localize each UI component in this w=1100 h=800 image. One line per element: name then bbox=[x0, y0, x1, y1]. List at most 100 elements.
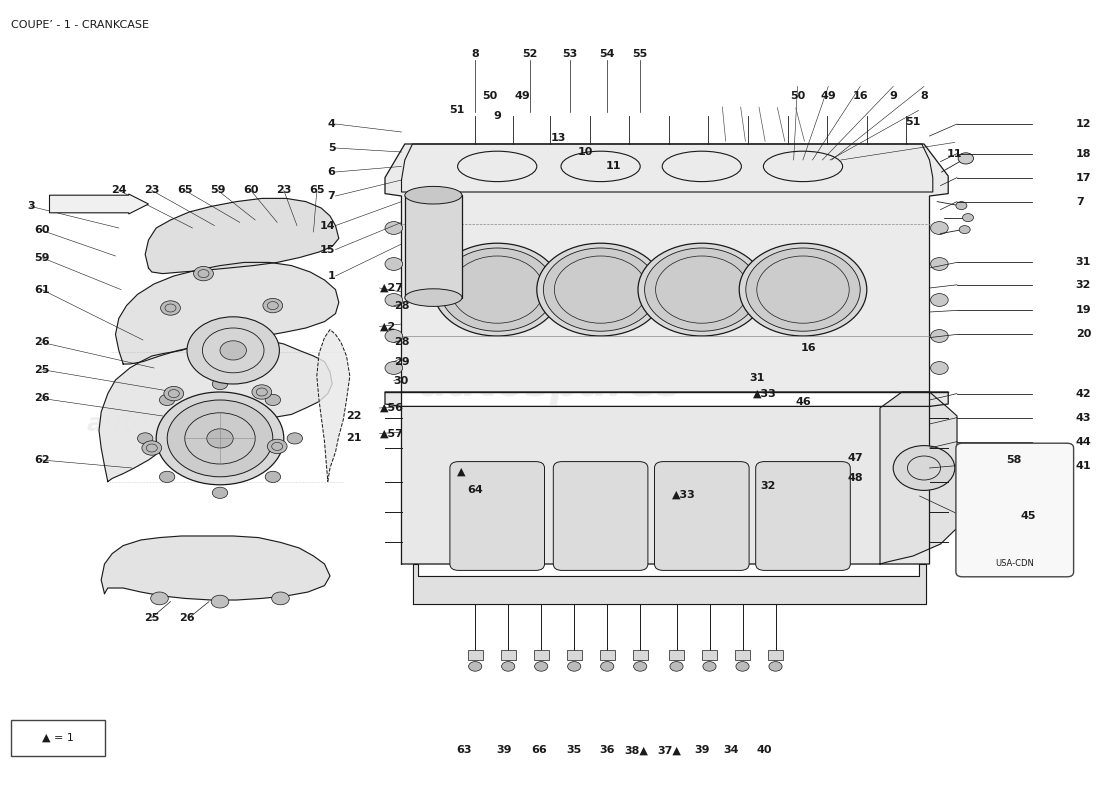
Text: 3: 3 bbox=[28, 202, 34, 211]
Bar bbox=[11, 720, 104, 756]
Polygon shape bbox=[101, 536, 330, 600]
Circle shape bbox=[769, 662, 782, 671]
Text: 54: 54 bbox=[600, 50, 615, 59]
Text: 31: 31 bbox=[749, 373, 764, 382]
Text: 38▲: 38▲ bbox=[624, 746, 648, 755]
Text: ▲27: ▲27 bbox=[379, 283, 404, 293]
Bar bbox=[534, 650, 549, 660]
Text: 23: 23 bbox=[144, 186, 159, 195]
Circle shape bbox=[670, 662, 683, 671]
Polygon shape bbox=[402, 144, 933, 192]
Circle shape bbox=[212, 487, 228, 498]
Circle shape bbox=[161, 301, 180, 315]
Circle shape bbox=[211, 595, 229, 608]
Circle shape bbox=[634, 662, 647, 671]
Text: 42: 42 bbox=[1076, 389, 1091, 398]
Text: 53: 53 bbox=[562, 50, 578, 59]
Text: 49: 49 bbox=[515, 91, 530, 101]
Text: 37▲: 37▲ bbox=[657, 746, 681, 755]
Bar bbox=[735, 650, 750, 660]
Circle shape bbox=[385, 330, 403, 342]
Text: ▲: ▲ bbox=[456, 467, 465, 477]
Circle shape bbox=[287, 433, 303, 444]
Polygon shape bbox=[385, 144, 948, 392]
Circle shape bbox=[194, 266, 213, 281]
FancyBboxPatch shape bbox=[956, 443, 1074, 577]
Text: ▲56: ▲56 bbox=[379, 403, 404, 413]
Circle shape bbox=[956, 202, 967, 210]
Bar bbox=[702, 650, 717, 660]
Text: 21: 21 bbox=[346, 434, 362, 443]
Text: 52: 52 bbox=[522, 50, 538, 59]
Circle shape bbox=[1008, 501, 1034, 520]
Text: 58: 58 bbox=[1006, 455, 1022, 465]
Text: 59: 59 bbox=[210, 186, 225, 195]
Text: 51: 51 bbox=[449, 106, 464, 115]
Text: 40: 40 bbox=[757, 746, 772, 755]
Text: 16: 16 bbox=[852, 91, 868, 101]
Circle shape bbox=[138, 433, 153, 444]
Text: 55: 55 bbox=[632, 50, 648, 59]
Circle shape bbox=[893, 446, 955, 490]
Text: 8: 8 bbox=[920, 91, 928, 101]
Text: 19: 19 bbox=[1076, 306, 1091, 315]
Text: 60: 60 bbox=[243, 186, 258, 195]
Circle shape bbox=[931, 222, 948, 234]
Text: 5: 5 bbox=[328, 143, 336, 153]
Text: 28: 28 bbox=[394, 301, 409, 310]
Text: 29: 29 bbox=[394, 357, 409, 366]
Circle shape bbox=[156, 392, 284, 485]
Text: 13: 13 bbox=[551, 133, 566, 142]
FancyBboxPatch shape bbox=[553, 462, 648, 570]
Text: 36: 36 bbox=[600, 746, 615, 755]
Polygon shape bbox=[145, 198, 339, 274]
Text: 14: 14 bbox=[320, 221, 336, 230]
Text: 34: 34 bbox=[724, 746, 739, 755]
Text: 50: 50 bbox=[482, 91, 497, 101]
Text: 1: 1 bbox=[328, 271, 336, 281]
Circle shape bbox=[535, 662, 548, 671]
Circle shape bbox=[187, 317, 279, 384]
Text: 49: 49 bbox=[821, 91, 836, 101]
FancyArrow shape bbox=[50, 194, 148, 214]
Polygon shape bbox=[116, 262, 339, 364]
Text: 7: 7 bbox=[1076, 197, 1084, 206]
Bar bbox=[669, 650, 684, 660]
Circle shape bbox=[151, 592, 168, 605]
Circle shape bbox=[931, 362, 948, 374]
Text: 47: 47 bbox=[848, 453, 864, 462]
Text: 17: 17 bbox=[1076, 173, 1091, 182]
Text: 41: 41 bbox=[1076, 461, 1091, 470]
Bar bbox=[566, 650, 582, 660]
Text: 48: 48 bbox=[848, 474, 864, 483]
Bar bbox=[500, 650, 516, 660]
Text: autospares: autospares bbox=[86, 412, 244, 436]
Polygon shape bbox=[99, 338, 332, 482]
Circle shape bbox=[385, 258, 403, 270]
Circle shape bbox=[931, 330, 948, 342]
FancyBboxPatch shape bbox=[756, 462, 850, 570]
Text: 65: 65 bbox=[177, 186, 192, 195]
Circle shape bbox=[601, 662, 614, 671]
Text: ▲57: ▲57 bbox=[379, 429, 404, 438]
Text: 9: 9 bbox=[889, 91, 898, 101]
Text: 35: 35 bbox=[566, 746, 582, 755]
Circle shape bbox=[931, 294, 948, 306]
Text: USA-CDN: USA-CDN bbox=[994, 559, 1034, 569]
Text: ▲33: ▲33 bbox=[752, 389, 777, 398]
Circle shape bbox=[645, 248, 759, 331]
Bar bbox=[600, 650, 615, 660]
Circle shape bbox=[502, 662, 515, 671]
Circle shape bbox=[267, 439, 287, 454]
Circle shape bbox=[160, 394, 175, 406]
Bar bbox=[405, 195, 462, 298]
Circle shape bbox=[568, 662, 581, 671]
Circle shape bbox=[739, 243, 867, 336]
Text: 7: 7 bbox=[328, 191, 336, 201]
Text: 18: 18 bbox=[1076, 149, 1091, 158]
Text: 12: 12 bbox=[1076, 119, 1091, 129]
Text: 45: 45 bbox=[1021, 511, 1036, 521]
Circle shape bbox=[385, 294, 403, 306]
Circle shape bbox=[703, 662, 716, 671]
Bar bbox=[632, 650, 648, 660]
